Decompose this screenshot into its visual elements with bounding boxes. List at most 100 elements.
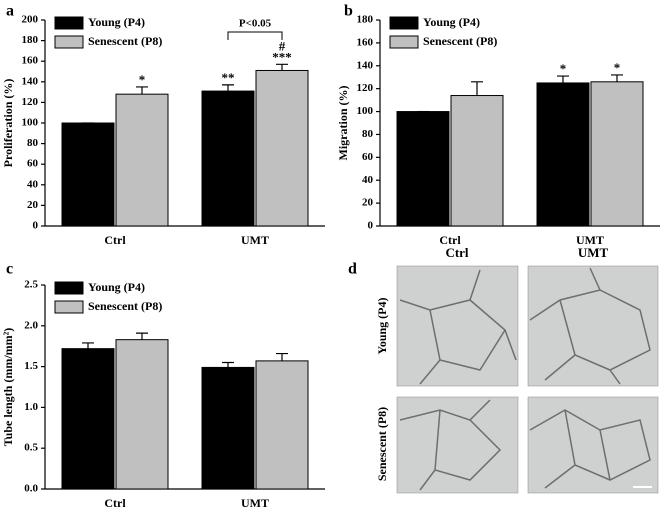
y-axis-title: Migration (%)	[336, 86, 350, 161]
legend-swatch	[389, 16, 419, 30]
y-tick-label: 40	[362, 174, 374, 186]
x-tick-label: UMT	[576, 233, 604, 247]
legend-label: Senescent (P8)	[423, 34, 497, 48]
panel-label: a	[6, 3, 14, 20]
image-panel: d Ctrl UMT Young (P4) Senescent (P8)	[348, 245, 659, 494]
micrograph	[396, 396, 519, 494]
significance-label: ***	[272, 49, 292, 64]
tubes	[399, 269, 517, 385]
panel-label: b	[344, 3, 353, 20]
y-tick-label: 80	[362, 128, 374, 140]
significance-label: #	[279, 38, 286, 53]
column-label: UMT	[578, 245, 609, 260]
micrographs	[396, 265, 659, 494]
bar	[255, 360, 309, 490]
bar	[450, 95, 504, 227]
x-tick-label: UMT	[241, 496, 269, 507]
comparison-label: P<0.05	[239, 18, 272, 30]
tubes	[529, 409, 651, 489]
y-tick-label: 0	[368, 220, 374, 232]
error-bar	[611, 74, 623, 82]
column-label: Ctrl	[445, 245, 468, 260]
error-bar	[276, 63, 288, 71]
error-bar	[276, 352, 288, 361]
y-tick-label: 2.0	[24, 319, 38, 331]
significance-label: *	[560, 61, 567, 76]
y-tick-label: 0	[33, 220, 39, 232]
comparison-bracket	[227, 31, 283, 40]
bar	[590, 81, 644, 227]
x-tick-label: UMT	[241, 233, 269, 247]
legend-label: Young (P4)	[88, 15, 145, 29]
bar	[536, 82, 590, 227]
bar	[61, 348, 115, 490]
y-tick-label: 160	[357, 36, 374, 48]
y-tick-label: 60	[27, 158, 39, 170]
tubes	[529, 267, 651, 385]
y-tick-label: 80	[27, 137, 39, 149]
y-axis-title: Proliferation (%)	[1, 79, 15, 168]
y-tick-label: 100	[22, 117, 39, 129]
chart: c Tube length (mm/mm²) 0.0 0.5 1.0 1.5 2.0 2.5 C…	[1, 261, 325, 507]
tubes	[399, 399, 502, 491]
significance-label: *	[614, 60, 621, 75]
y-axis-title: Tube length (mm/mm²)	[1, 328, 15, 447]
micrograph	[396, 265, 519, 387]
y-tick-label: 60	[362, 151, 374, 163]
panel-label: d	[348, 261, 357, 278]
legend-label: Young (P4)	[88, 280, 145, 294]
legend-label: Senescent (P8)	[88, 299, 162, 313]
legend-swatch	[389, 35, 419, 49]
y-tick-label: 120	[357, 82, 374, 94]
error-bar	[136, 332, 148, 340]
y-tick-label: 0.0	[24, 483, 38, 495]
y-tick-label: 180	[22, 34, 39, 46]
bar	[396, 111, 450, 227]
y-tick-label: 160	[22, 55, 39, 67]
row-label: Young (P4)	[375, 297, 389, 354]
panel-label: c	[6, 261, 13, 278]
legend-label: Young (P4)	[423, 15, 480, 29]
error-bar	[136, 86, 148, 95]
y-tick-label: 100	[357, 105, 374, 117]
y-tick-label: 140	[357, 59, 374, 71]
micrograph	[527, 265, 659, 387]
legend-label: Senescent (P8)	[88, 34, 162, 48]
y-tick-label: 20	[27, 199, 39, 211]
micrograph	[527, 396, 659, 494]
y-tick-label: 1.0	[24, 401, 38, 413]
bar	[115, 339, 169, 490]
bar	[255, 69, 309, 227]
bar	[201, 366, 255, 490]
significance-label: *	[139, 72, 146, 87]
legend-swatch	[54, 281, 84, 295]
bar	[201, 90, 255, 227]
error-bar	[222, 361, 234, 368]
chart: a Proliferation (%) 0 20 40 60 80 100 120 140 160 1…	[1, 3, 325, 247]
chart: b Migration (%) 0 20 40 60 80 100 120 140 160 180 Ct…	[336, 3, 660, 247]
y-tick-label: 120	[22, 96, 39, 108]
bar	[61, 122, 115, 227]
y-tick-label: 20	[362, 197, 374, 209]
bar	[115, 93, 169, 227]
significance-label: **	[222, 70, 235, 85]
y-tick-label: 2.5	[24, 279, 38, 291]
error-bar	[222, 84, 234, 92]
tube-network	[399, 267, 651, 491]
x-tick-label: Ctrl	[439, 233, 461, 247]
y-tick-label: 0.5	[24, 442, 38, 454]
y-tick-label: 180	[357, 14, 374, 26]
legend-swatch	[54, 16, 84, 30]
x-tick-label: Ctrl	[104, 233, 126, 247]
y-tick-label: 140	[22, 75, 39, 87]
error-bar	[557, 75, 569, 83]
error-bar	[82, 342, 94, 349]
x-tick-label: Ctrl	[104, 496, 126, 507]
y-tick-label: 200	[22, 14, 39, 26]
row-label: Senescent (P8)	[375, 407, 389, 481]
y-tick-label: 1.5	[24, 360, 38, 372]
error-bar	[471, 81, 483, 96]
legend-swatch	[54, 35, 84, 49]
legend-swatch	[54, 300, 84, 314]
